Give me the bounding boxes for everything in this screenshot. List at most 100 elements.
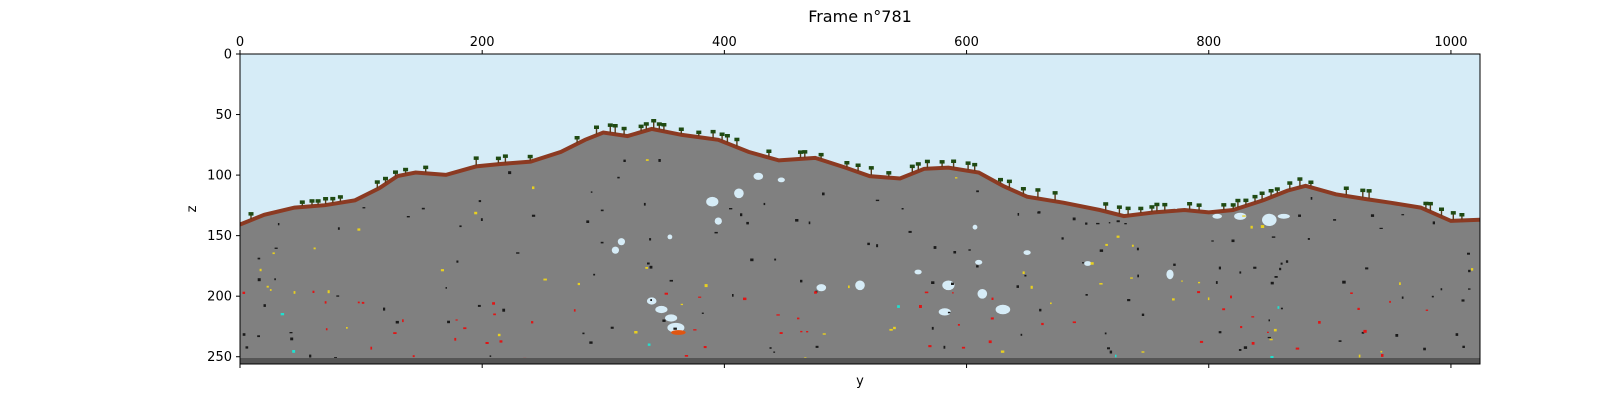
coal-ore (1462, 345, 1465, 348)
red-ore (499, 340, 503, 343)
cave (1084, 261, 1092, 266)
coal-ore (1218, 266, 1221, 270)
yellow-ore (266, 285, 269, 288)
coal-ore (714, 231, 718, 234)
tree-trunk (1261, 194, 1263, 200)
yellow-ore (1022, 271, 1025, 274)
coal-ore (650, 299, 652, 301)
yellow-ore (1273, 328, 1277, 332)
yellow-ore (1000, 350, 1005, 353)
y-tick-label: 100 (207, 169, 232, 184)
coal-ore (662, 319, 666, 322)
coal-ore (729, 208, 733, 210)
yellow-ore (346, 327, 348, 329)
tree-trunk (404, 170, 407, 174)
coal-ore (1137, 274, 1139, 278)
cave (617, 238, 626, 246)
coal-ore (649, 265, 653, 269)
coal-ore (1085, 294, 1088, 296)
tree-trunk (332, 199, 334, 203)
coal-ore (1061, 237, 1064, 240)
coal-ore (658, 159, 661, 162)
coal-ore (1085, 222, 1088, 225)
coal-ore (774, 258, 777, 261)
coal-ore (478, 200, 482, 203)
trees-group (248, 119, 1465, 220)
tree-canopy (643, 122, 649, 126)
tree-trunk (658, 124, 660, 130)
coal-ore (1109, 350, 1113, 354)
red-ore (463, 327, 467, 330)
coal-ore (1468, 269, 1471, 273)
coal-ore (1211, 240, 1214, 242)
tree-trunk (941, 162, 943, 167)
coal-ore (1136, 247, 1139, 251)
coal-ore (822, 192, 825, 196)
red-ore (919, 305, 922, 308)
tree-canopy (315, 199, 321, 203)
red-ore (1357, 307, 1360, 310)
tree-canopy (248, 212, 254, 216)
coal-ore (590, 191, 593, 193)
yellow-ore (272, 252, 275, 255)
coal-ore (600, 209, 604, 212)
red-ore (743, 297, 747, 301)
red-ore (454, 337, 457, 341)
tree-canopy (1187, 202, 1193, 206)
red-ore (928, 345, 932, 348)
tree-canopy (473, 156, 479, 160)
coal-ore (947, 311, 951, 314)
coal-ore (1468, 288, 1471, 290)
tree-canopy (1259, 191, 1265, 195)
coal-ore (746, 221, 749, 225)
coal-ore (502, 308, 506, 312)
yellow-ore (1131, 244, 1134, 247)
tree-canopy (1459, 213, 1465, 217)
tree-canopy (1287, 181, 1293, 185)
coal-ore (1104, 332, 1107, 335)
yellow-ore (645, 267, 648, 269)
yellow-ore (1471, 268, 1474, 271)
coal-ore (445, 287, 447, 289)
red-ore (1240, 326, 1243, 329)
x-tick-label: 200 (470, 35, 495, 50)
yellow-ore (293, 291, 296, 294)
tree-trunk (1127, 209, 1129, 215)
coal-ore (867, 242, 870, 246)
tree-trunk (1151, 207, 1153, 212)
red-ore (664, 292, 668, 295)
coal-ore (750, 258, 754, 262)
tree-canopy (1006, 179, 1012, 184)
red-ore (370, 346, 373, 350)
coal-ore (362, 207, 366, 209)
tree-trunk (1299, 179, 1301, 187)
red-ore (1041, 322, 1044, 326)
red-ore (1381, 354, 1384, 357)
cave (855, 280, 865, 291)
yellow-ore (1358, 354, 1361, 358)
tree-canopy (651, 119, 657, 123)
yellow-ore (704, 284, 708, 288)
coal-ore (1238, 349, 1242, 351)
cave (714, 217, 722, 225)
bedrock-layer (240, 358, 1480, 364)
coal-ore (1124, 223, 1127, 225)
coal-ore (773, 351, 776, 353)
yellow-ore (1399, 282, 1401, 285)
yellow-ore (1050, 302, 1052, 305)
tree-canopy (724, 134, 730, 138)
tree-trunk (1276, 189, 1278, 194)
tree-canopy (1360, 188, 1366, 193)
lava-group (671, 330, 686, 335)
red-ore (357, 301, 360, 304)
coal-ore (763, 202, 766, 206)
tree-trunk (721, 135, 723, 141)
tree-canopy (607, 123, 613, 127)
cyan-ore (1115, 354, 1117, 358)
coal-ore (1307, 238, 1310, 240)
coal-ore (1020, 333, 1023, 336)
coal-ore (1253, 266, 1257, 269)
tree-canopy (998, 177, 1003, 182)
yellow-ore (543, 278, 547, 281)
y-tick-label: 200 (207, 290, 232, 305)
